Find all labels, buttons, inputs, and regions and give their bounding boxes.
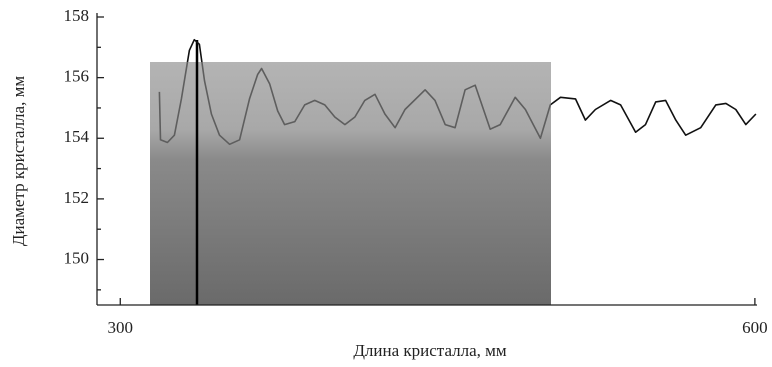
y-tick-label: 150 (64, 248, 90, 267)
background-image (150, 62, 551, 305)
x-tick-label: 300 (108, 318, 134, 337)
y-tick-label: 156 (64, 67, 90, 86)
page: {"chart_data": {"type": "line", "x_label… (0, 0, 772, 367)
x-axis-label: Длина кристалла, мм (353, 341, 507, 360)
chart: 150 152 154 156 158 300 600 Длина кристалла, м… (0, 0, 772, 367)
x-tick-label: 600 (742, 318, 768, 337)
y-tick-label: 158 (64, 6, 90, 25)
y-axis-label: Диаметр кристалла, мм (9, 76, 28, 246)
y-tick-label: 154 (64, 127, 90, 146)
y-tick-label: 152 (64, 188, 90, 207)
